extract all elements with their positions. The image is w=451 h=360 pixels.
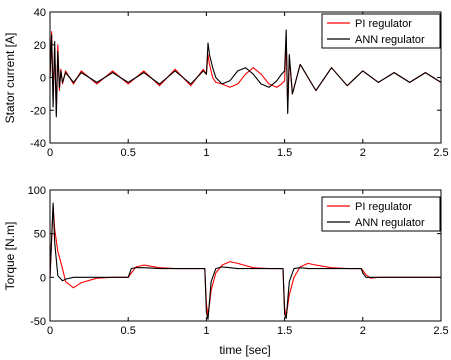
y-tick-label: -40 [30,138,46,150]
y-tick-label: 50 [34,229,46,241]
y-axis-label: Stator current [A] [3,33,17,124]
series-line-ann [49,202,441,320]
y-tick-label: -20 [30,105,46,117]
y-axis-label: Torque [N.m] [3,222,17,291]
legend-label-ann: ANN regulator [355,217,425,229]
series-group [49,29,442,118]
legend-label-pi: PI regulator [355,18,412,30]
x-tick-label: 0.5 [121,325,136,337]
x-tick-label: 1.5 [277,325,292,337]
x-tick-label: 2 [360,147,366,159]
x-tick-label: 1 [203,147,209,159]
tick-group: 0 0.5 1 1.5 2 2.5 -40 -20 0 20 40 [30,7,449,159]
x-tick-label: 0.5 [121,147,136,159]
y-tick-label: 0 [40,272,46,284]
y-tick-label: -50 [30,316,46,328]
y-tick-label: 0 [40,73,46,85]
x-tick-label: 1.5 [277,147,292,159]
y-tick-label: 100 [28,185,46,197]
series-group [49,202,441,320]
x-tick-label: 2.5 [433,147,448,159]
x-tick-label: 2 [360,325,366,337]
legend-label-pi: PI regulator [355,201,412,213]
y-tick-label: 40 [34,7,46,19]
x-tick-label: 0 [47,147,53,159]
legend-label-ann: ANN regulator [355,34,425,46]
x-axis-label: time [sec] [219,343,270,357]
x-tick-label: 1 [203,325,209,337]
series-line-ann [49,29,442,118]
legend: PI regulator ANN regulator [321,196,441,232]
legend-box [321,13,441,49]
y-tick-label: 20 [34,40,46,52]
legend: PI regulator ANN regulator [321,13,441,49]
legend-box [321,196,441,232]
x-tick-label: 2.5 [433,325,448,337]
x-tick-label: 0 [47,325,53,337]
stator-current-plot: 0 0.5 1 1.5 2 2.5 -40 -20 0 20 40 Stator current [… [3,7,449,159]
